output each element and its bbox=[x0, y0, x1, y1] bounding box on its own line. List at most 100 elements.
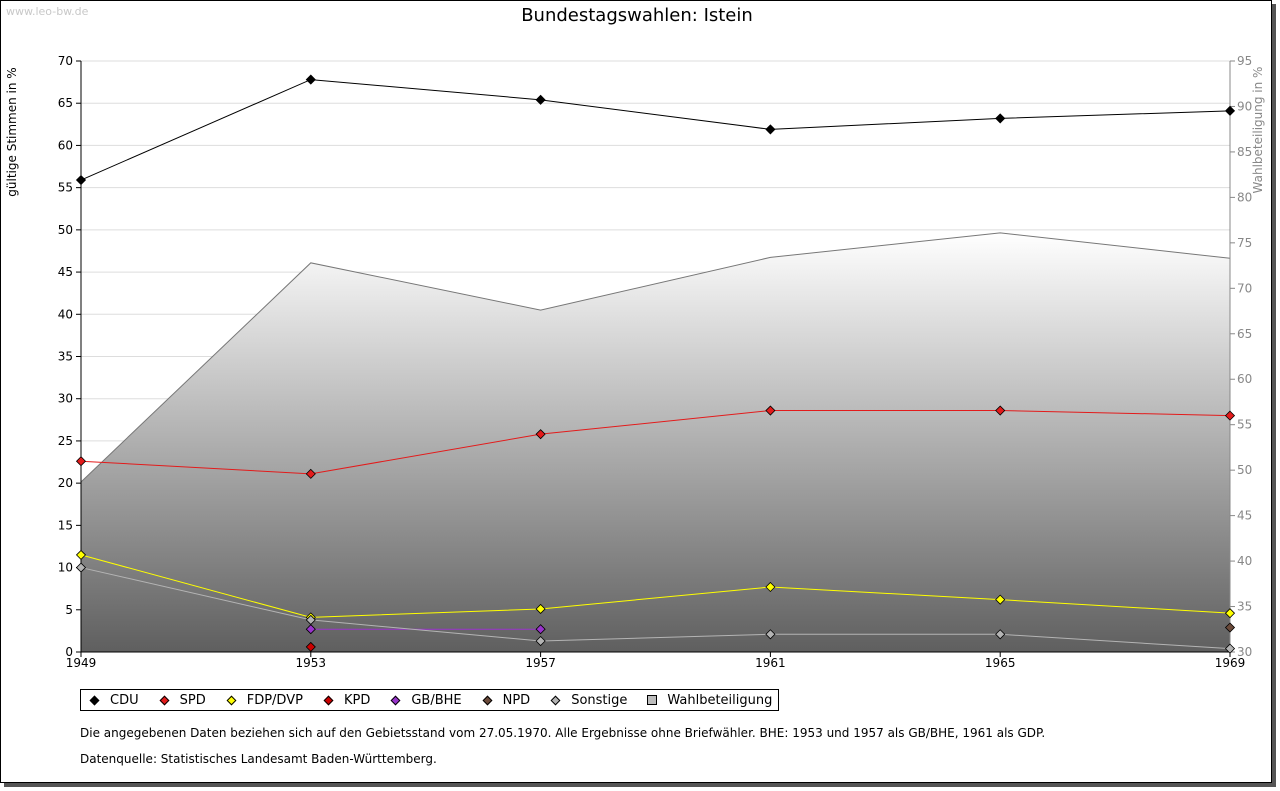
y2-tick-label: 80 bbox=[1237, 190, 1252, 204]
marker-spd bbox=[305, 468, 316, 479]
marker-cdu bbox=[535, 94, 546, 105]
marker-sonstige bbox=[1224, 643, 1236, 654]
turnout-fill bbox=[81, 232, 1230, 653]
marker-sonstige bbox=[995, 629, 1006, 640]
legend-label-wahlbeteiligung: Wahlbeteiligung bbox=[667, 692, 773, 708]
marker-fdp-dvp bbox=[995, 594, 1006, 605]
marker-sonstige bbox=[765, 629, 776, 640]
marker-sonstige bbox=[535, 635, 546, 647]
x-tick-label: 1961 bbox=[755, 656, 786, 670]
legend-item-spd: SPD bbox=[155, 693, 206, 708]
turnout-line bbox=[80, 232, 1231, 483]
x-tick-label: 1965 bbox=[985, 656, 1016, 670]
legend-marker-spd bbox=[159, 695, 170, 705]
legend-marker-gb-bhe bbox=[390, 695, 401, 705]
marker-spd bbox=[535, 429, 546, 440]
legend-marker-sonstige bbox=[550, 695, 561, 705]
marker-spd bbox=[75, 456, 87, 467]
marker-cdu bbox=[305, 74, 316, 85]
legend-item-gb-bhe: GB/BHE bbox=[386, 692, 462, 708]
marker-cdu bbox=[995, 113, 1006, 124]
legend-item-npd: NPD bbox=[478, 692, 531, 708]
y2-tick-label: 70 bbox=[1237, 281, 1252, 295]
y-tick-label: 25 bbox=[58, 434, 73, 448]
series-line-cdu bbox=[80, 79, 1231, 181]
y-tick-label: 50 bbox=[58, 223, 73, 237]
legend-label-npd: NPD bbox=[502, 692, 531, 708]
y-tick-label: 35 bbox=[58, 350, 73, 364]
legend-label-fdp-dvp: FDP/DVP bbox=[246, 692, 303, 708]
y2-tick-label: 75 bbox=[1237, 236, 1252, 250]
legend: CDU SPD FDP/DVP KPD GB/BHE NPD Sonstige Wahlbet… bbox=[80, 689, 780, 711]
x-tick-label: 1957 bbox=[525, 656, 556, 670]
marker-cdu bbox=[765, 124, 776, 135]
legend-marker-wahlbeteiligung bbox=[647, 695, 658, 705]
y-tick-label: 60 bbox=[58, 138, 73, 152]
y-axis-label: gültige Stimmen in % bbox=[5, 67, 19, 196]
marker-fdp-dvp bbox=[75, 549, 87, 560]
x-tick-label: 1969 bbox=[1215, 656, 1246, 670]
legend-item-kpd: KPD bbox=[319, 693, 370, 708]
y-tick-label: 55 bbox=[58, 181, 73, 195]
y2-tick-label: 95 bbox=[1237, 54, 1252, 68]
y2-tick-label: 45 bbox=[1237, 509, 1252, 523]
marker-sonstige bbox=[305, 614, 316, 625]
x-tick-label: 1953 bbox=[296, 656, 327, 670]
legend-marker-fdp-dvp bbox=[226, 695, 237, 705]
y-tick-label: 70 bbox=[58, 54, 73, 68]
marker-kpd bbox=[305, 641, 316, 652]
legend-label-cdu: CDU bbox=[110, 692, 139, 708]
y-tick-label: 40 bbox=[58, 307, 73, 321]
marker-cdu bbox=[75, 174, 87, 186]
marker-sonstige bbox=[75, 562, 87, 573]
legend-item-fdp-dvp: FDP/DVP bbox=[222, 693, 303, 708]
turnout-area bbox=[80, 232, 1231, 653]
marker-npd bbox=[1224, 622, 1236, 633]
y2-tick-label: 90 bbox=[1237, 99, 1252, 113]
marker-fdp-dvp bbox=[765, 581, 776, 593]
y-tick-label: 65 bbox=[58, 96, 73, 110]
watermark: www.leo-bw.de bbox=[6, 5, 89, 18]
y2-tick-label: 55 bbox=[1237, 418, 1252, 432]
y-tick-label: 0 bbox=[65, 645, 73, 659]
y2-tick-label: 30 bbox=[1237, 645, 1252, 659]
series-lines bbox=[80, 79, 1231, 650]
marker-spd bbox=[1224, 410, 1236, 421]
y2-tick-label: 50 bbox=[1237, 463, 1252, 477]
marker-fdp-dvp bbox=[1224, 608, 1236, 619]
series-line-fdp-dvp bbox=[80, 554, 1231, 618]
y2-tick-label: 60 bbox=[1237, 372, 1252, 386]
marker-spd bbox=[765, 405, 776, 416]
note-text: Die angegebenen Daten beziehen sich auf … bbox=[80, 726, 1046, 740]
y-tick-label: 30 bbox=[58, 392, 73, 406]
marker-cdu bbox=[1224, 105, 1236, 116]
legend-marker-npd bbox=[482, 695, 493, 705]
legend-item-cdu: CDU bbox=[85, 693, 139, 708]
marker-gb-bhe bbox=[305, 624, 316, 635]
y2-tick-label: 40 bbox=[1237, 554, 1252, 568]
y2-axis-label: Wahlbeteiligung in % bbox=[1251, 67, 1265, 194]
data-markers bbox=[75, 74, 1236, 654]
legend-label-kpd: KPD bbox=[343, 692, 371, 708]
marker-fdp-dvp bbox=[535, 603, 546, 615]
series-line-spd bbox=[80, 410, 1231, 475]
legend-label-gb-bhe: GB/BHE bbox=[411, 692, 462, 708]
y-tick-label: 20 bbox=[58, 476, 73, 490]
x-tick-label: 1949 bbox=[66, 656, 97, 670]
legend-label-sonstige: Sonstige bbox=[571, 692, 628, 708]
legend-marker-cdu bbox=[89, 695, 100, 705]
y2-tick-label: 65 bbox=[1237, 327, 1252, 341]
legend-item-wahlbeteiligung: Wahlbeteiligung bbox=[643, 693, 772, 708]
source-text: Datenquelle: Statistisches Landesamt Bad… bbox=[80, 752, 437, 766]
y2-tick-label: 35 bbox=[1237, 600, 1252, 614]
legend-item-sonstige: Sonstige bbox=[546, 693, 627, 708]
y-tick-label: 10 bbox=[58, 561, 73, 575]
y-tick-label: 15 bbox=[58, 518, 73, 532]
chart-title: Bundestagswahlen: Istein bbox=[521, 5, 753, 26]
marker-spd bbox=[995, 405, 1006, 416]
legend-marker-kpd bbox=[323, 695, 334, 705]
y-tick-label: 5 bbox=[65, 603, 73, 617]
marker-gb-bhe bbox=[535, 624, 546, 635]
y-tick-label: 45 bbox=[58, 265, 73, 279]
